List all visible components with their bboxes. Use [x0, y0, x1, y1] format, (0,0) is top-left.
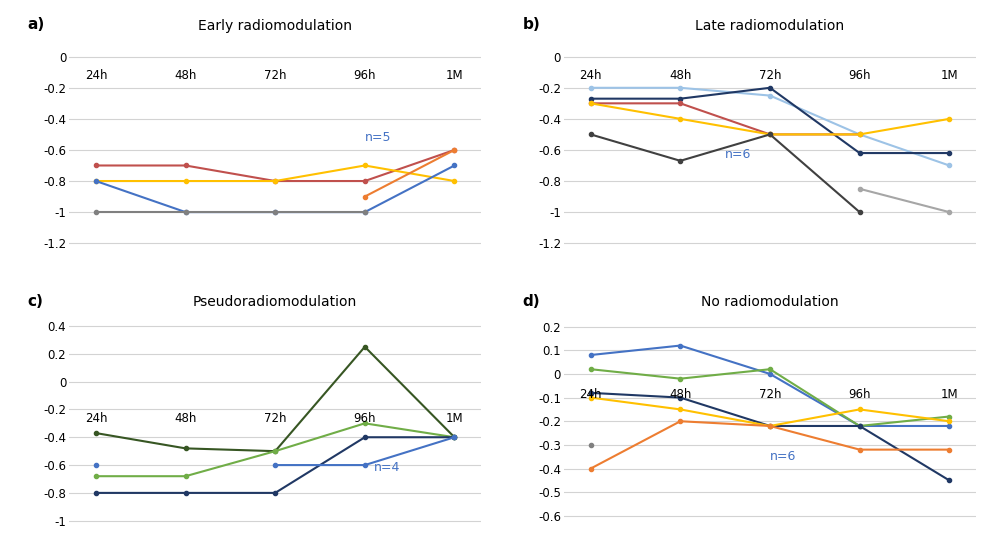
Text: 1M: 1M — [941, 388, 958, 401]
Text: n=6: n=6 — [725, 148, 751, 161]
Text: 24h: 24h — [85, 69, 107, 82]
Text: 1M: 1M — [446, 69, 463, 82]
Title: No radiomodulation: No radiomodulation — [701, 295, 839, 310]
Text: 1M: 1M — [941, 69, 958, 82]
Text: 96h: 96h — [354, 412, 376, 425]
Text: 48h: 48h — [175, 69, 197, 82]
Text: 1M: 1M — [446, 412, 463, 425]
Text: n=5: n=5 — [365, 131, 391, 144]
Text: 96h: 96h — [354, 69, 376, 82]
Text: d): d) — [523, 294, 540, 308]
Text: 96h: 96h — [848, 69, 871, 82]
Title: Late radiomodulation: Late radiomodulation — [695, 18, 845, 33]
Text: 72h: 72h — [264, 412, 287, 425]
Text: 72h: 72h — [264, 69, 287, 82]
Text: n=6: n=6 — [770, 450, 797, 463]
Text: b): b) — [523, 17, 540, 32]
Text: 24h: 24h — [85, 412, 107, 425]
Title: Pseudoradiomodulation: Pseudoradiomodulation — [193, 295, 357, 310]
Title: Early radiomodulation: Early radiomodulation — [198, 18, 352, 33]
Text: 48h: 48h — [669, 69, 691, 82]
Text: 24h: 24h — [580, 388, 602, 401]
Text: 96h: 96h — [848, 388, 871, 401]
Text: a): a) — [28, 17, 45, 32]
Text: 24h: 24h — [580, 69, 602, 82]
Text: 48h: 48h — [669, 388, 691, 401]
Text: c): c) — [28, 294, 43, 308]
Text: 72h: 72h — [758, 388, 781, 401]
Text: n=4: n=4 — [374, 461, 400, 474]
Text: 72h: 72h — [758, 69, 781, 82]
Text: 48h: 48h — [175, 412, 197, 425]
